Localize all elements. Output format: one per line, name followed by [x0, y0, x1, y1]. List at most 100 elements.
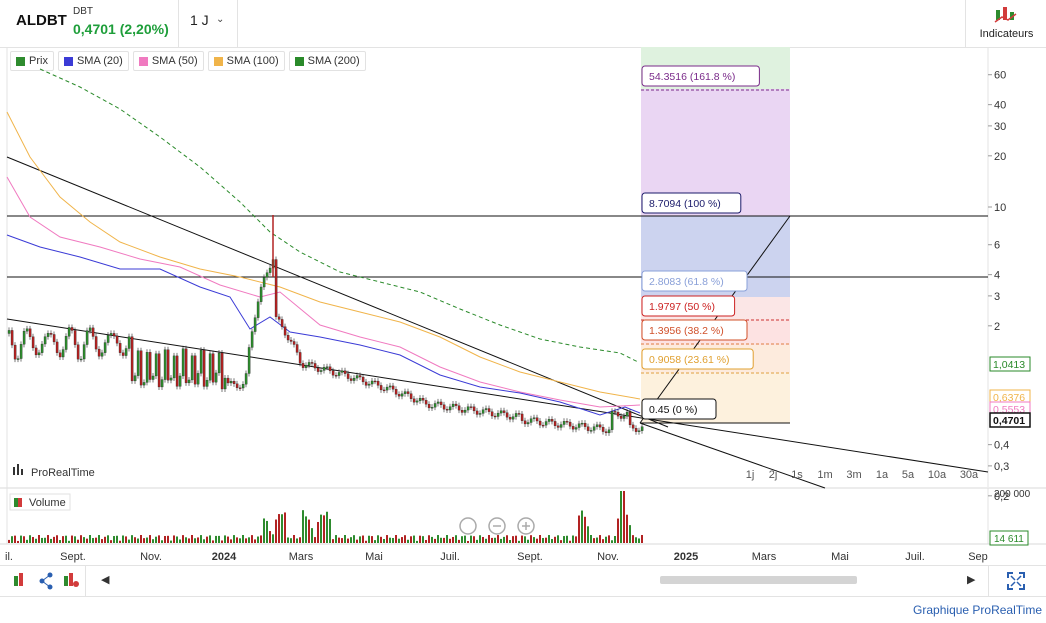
volume-bar: [377, 535, 379, 543]
candle-body: [616, 411, 620, 417]
candle-body: [133, 375, 137, 382]
fib-label-box: [641, 319, 748, 341]
candle-body: [469, 406, 473, 408]
volume-bar: [311, 528, 313, 543]
candle-body: [253, 317, 257, 332]
candle-body: [301, 363, 305, 368]
candle-body: [388, 385, 392, 388]
volume-bar: [545, 537, 547, 543]
time-tick-label: Sep: [968, 551, 988, 563]
volume-bar: [515, 535, 517, 543]
period-button-3m[interactable]: 3m: [846, 469, 861, 481]
downtrend-line-upper[interactable]: [6, 156, 669, 428]
volume-bar: [599, 535, 601, 543]
period-buttons[interactable]: 1j 2j 1s 1m 3m 1a 5a 10a 30a: [746, 469, 979, 481]
legend-label: SMA (50): [151, 55, 198, 67]
candle-body: [538, 420, 542, 426]
price-chart[interactable]: 60 40 30 20 10 6 4 3 2 0,4 0,3 0,2 il. Sept. Nov. 2024…: [0, 47, 1046, 612]
scroll-right-icon[interactable]: ▶: [967, 574, 976, 586]
candle-body: [427, 404, 431, 409]
period-button-1j[interactable]: 1j: [746, 469, 755, 481]
volume-bar: [281, 514, 283, 543]
legend-item-sma100[interactable]: SMA (100): [207, 51, 285, 71]
chart-type-icon[interactable]: [14, 573, 23, 586]
volume-bar: [551, 539, 553, 543]
projection-line-down[interactable]: [639, 422, 826, 489]
period-button-5a[interactable]: 5a: [902, 469, 915, 481]
zoom-out-icon[interactable]: [488, 517, 506, 535]
candle-body: [244, 373, 248, 385]
volume-bar: [584, 516, 586, 543]
period-button-30a[interactable]: 30a: [960, 469, 979, 481]
candle-body: [481, 409, 485, 414]
zoom-in-icon[interactable]: [517, 517, 535, 535]
candle-body: [514, 413, 518, 417]
scrollbar-thumb[interactable]: [660, 576, 857, 584]
indicators-button[interactable]: Indicateurs: [965, 0, 1046, 47]
volume-bar: [395, 535, 397, 543]
candle-body: [421, 397, 425, 401]
volume-bar: [401, 537, 403, 543]
volume-bar: [626, 514, 628, 543]
candle-body: [235, 383, 239, 388]
candle-body: [628, 411, 632, 426]
candle-body: [247, 347, 251, 374]
candle-body: [334, 375, 338, 377]
period-button-10a[interactable]: 10a: [928, 469, 947, 481]
volume-bar: [578, 515, 580, 543]
share-icon[interactable]: [39, 572, 53, 590]
legend-item-sma20[interactable]: SMA (20): [57, 51, 129, 71]
fibonacci-labels: 54.3516 (161.8 %) 8.7094 (100 %) 2.8083 (6…: [641, 65, 760, 420]
candle-body: [256, 301, 260, 318]
sma20-line: [6, 234, 641, 416]
candle-body: [541, 424, 545, 427]
volume-bar: [14, 535, 16, 543]
candle-body: [49, 333, 53, 335]
period-button-1a[interactable]: 1a: [876, 469, 889, 481]
candle-body: [634, 428, 638, 432]
fullscreen-icon[interactable]: [1007, 572, 1025, 590]
volume-bar: [509, 540, 511, 543]
time-tick-label: Mars: [752, 551, 777, 563]
volume-bar: [368, 535, 370, 543]
volume-bar: [221, 540, 223, 543]
candle-body: [397, 394, 401, 397]
volume-bar: [104, 536, 106, 543]
volume-bar: [98, 535, 100, 543]
candle-body: [550, 419, 554, 422]
candle-body: [187, 379, 191, 384]
zoom-controls[interactable]: [459, 517, 535, 535]
fib-label: 2.8083 (61.8 %): [649, 276, 724, 288]
fib-label-box: [641, 192, 742, 214]
candle-body: [325, 366, 329, 368]
candle-body: [400, 393, 404, 397]
volume-bar: [398, 538, 400, 543]
downtrend-line-lower[interactable]: [6, 318, 989, 473]
legend-item-price[interactable]: Prix: [10, 51, 54, 71]
volume-bar: [449, 538, 451, 543]
volume-bar: [194, 538, 196, 543]
period-button-1s[interactable]: 1s: [791, 469, 803, 481]
alert-icon[interactable]: [64, 573, 79, 587]
price-tick-label: 2: [994, 321, 1000, 333]
volume-bar: [518, 540, 520, 543]
scroll-left-icon[interactable]: ◀: [101, 574, 110, 586]
candle-body: [97, 348, 101, 357]
footer-link[interactable]: Graphique ProRealTime: [913, 603, 1042, 617]
volume-bar: [233, 535, 235, 543]
volume-title: Volume: [29, 497, 66, 509]
volume-bar: [92, 538, 94, 543]
candle-body: [358, 375, 362, 378]
candle-body: [82, 344, 86, 360]
candle-body: [142, 382, 146, 386]
period-button-1m[interactable]: 1m: [817, 469, 832, 481]
chevron-down-icon[interactable]: ⌄: [216, 14, 225, 25]
legend-label: Prix: [29, 55, 48, 67]
legend-item-sma200[interactable]: SMA (200): [288, 51, 366, 71]
timeframe-select[interactable]: 1 J: [190, 12, 209, 28]
volume-bar: [296, 538, 298, 543]
candle-body: [220, 352, 224, 390]
period-button-2j[interactable]: 2j: [769, 469, 778, 481]
reset-icon[interactable]: [459, 517, 477, 535]
legend-item-sma50[interactable]: SMA (50): [132, 51, 204, 71]
